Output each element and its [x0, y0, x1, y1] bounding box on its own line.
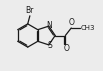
Text: O: O	[68, 18, 74, 27]
Text: N: N	[46, 21, 52, 30]
Text: O: O	[64, 44, 70, 53]
Text: S: S	[47, 41, 52, 50]
Text: Br: Br	[26, 6, 34, 15]
Text: CH3: CH3	[81, 25, 95, 31]
